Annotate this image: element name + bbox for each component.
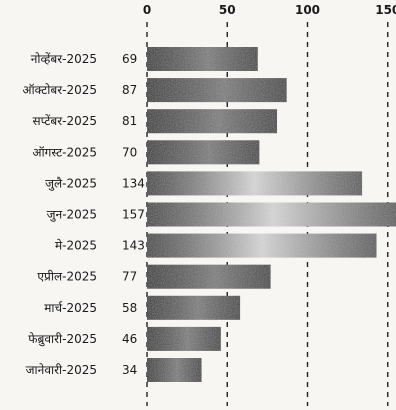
category-label: फेब्रुवारी-2025 — [28, 332, 97, 347]
bar — [147, 171, 363, 196]
category-label: एप्रील-2025 — [37, 270, 97, 284]
bar — [147, 233, 377, 258]
value-label: 70 — [122, 145, 137, 159]
bar — [147, 109, 278, 134]
x-tick-label: 50 — [219, 3, 236, 17]
category-labels: नोव्हेंबर-2025 ऑक्टोबर-2025 सप्टेंबर-2025 ऑ… — [22, 52, 97, 377]
value-label: 143 — [122, 239, 145, 253]
x-tick-label: 150 — [375, 3, 396, 17]
category-label: जुलै-2025 — [45, 176, 97, 191]
category-label: नोव्हेंबर-2025 — [31, 52, 97, 66]
bar — [147, 326, 221, 351]
x-axis-ticks: 0 50 100 150 — [143, 3, 396, 17]
x-tick-label: 0 — [143, 3, 151, 17]
category-label: मे-2025 — [55, 239, 97, 253]
bar — [147, 78, 287, 103]
value-labels: 69 87 81 70 134 157 143 77 58 46 34 — [122, 52, 145, 377]
x-tick-label: 100 — [295, 3, 320, 17]
value-label: 87 — [122, 83, 137, 97]
bar — [147, 295, 241, 320]
category-label: सप्टेंबर-2025 — [32, 114, 97, 128]
value-label: 77 — [122, 270, 137, 284]
category-label: मार्च-2025 — [44, 301, 97, 315]
category-label: ऑगस्ट-2025 — [32, 145, 97, 159]
value-label: 34 — [122, 363, 137, 377]
category-label: जुन-2025 — [47, 208, 97, 223]
category-label: जानेवारी-2025 — [26, 363, 97, 377]
bar — [147, 202, 396, 227]
bar — [147, 358, 202, 382]
value-label: 58 — [122, 301, 137, 315]
value-label: 81 — [122, 114, 137, 128]
bar — [147, 140, 260, 165]
category-label: ऑक्टोबर-2025 — [22, 83, 97, 97]
value-label: 69 — [122, 52, 137, 66]
bars — [147, 47, 396, 382]
bar — [147, 47, 258, 71]
value-label: 157 — [122, 208, 145, 222]
value-label: 134 — [122, 176, 145, 190]
value-label: 46 — [122, 332, 137, 346]
bar — [147, 264, 271, 289]
